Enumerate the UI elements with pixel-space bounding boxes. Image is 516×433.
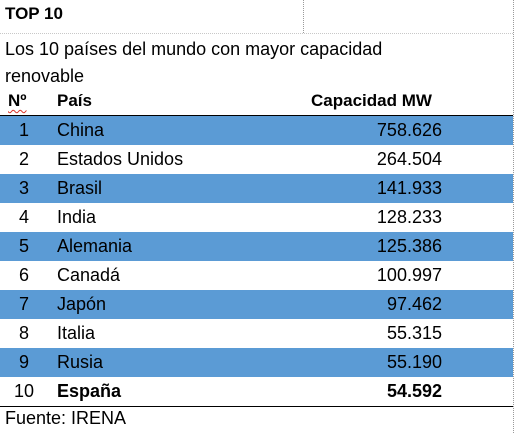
table-title: TOP 10 <box>5 4 63 23</box>
country-cell: Rusia <box>57 352 104 372</box>
capacity-cell: 54.592 <box>386 381 442 401</box>
capacity-cell: 97.462 <box>386 294 442 314</box>
table-row: 4 India 128.233 <box>0 203 513 232</box>
capacity-cell: 55.190 <box>386 352 442 372</box>
country-cell: Italia <box>57 323 96 343</box>
rank-cell: 7 <box>18 294 29 314</box>
rank-cell: 2 <box>18 149 29 169</box>
rank-cell: 5 <box>18 236 29 256</box>
rank-cell: 10 <box>13 381 35 401</box>
country-cell: China <box>57 120 105 140</box>
table-subtitle: Los 10 países del mundo con mayor capaci… <box>5 39 383 86</box>
source-note: Fuente: IRENA <box>5 408 127 428</box>
capacity-cell: 128.233 <box>376 207 442 227</box>
country-cell: Canadá <box>57 265 121 285</box>
country-cell: Estados Unidos <box>57 149 184 169</box>
country-cell: España <box>57 381 122 401</box>
table-row: 5 Alemania 125.386 <box>0 232 513 261</box>
rank-cell: 3 <box>18 178 29 198</box>
capacity-cell: 125.386 <box>376 236 442 256</box>
rank-cell: 4 <box>18 207 29 227</box>
capacity-cell: 141.933 <box>376 178 442 198</box>
table-row: 2 Estados Unidos 264.504 <box>0 145 513 174</box>
country-cell: Japón <box>57 294 107 314</box>
capacity-cell: 264.504 <box>376 149 442 169</box>
capacity-cell: 758.626 <box>376 120 442 140</box>
header-capacity: Capacidad MW <box>311 91 432 110</box>
header-country: País <box>57 91 92 110</box>
table-row: 1 China 758.626 <box>0 116 513 145</box>
table-row: 9 Rusia 55.190 <box>0 348 513 377</box>
table-row: 7 Japón 97.462 <box>0 290 513 319</box>
header-number: Nº <box>8 91 27 110</box>
capacity-cell: 100.997 <box>376 265 442 285</box>
capacity-cell: 55.315 <box>386 323 442 343</box>
country-cell: Alemania <box>57 236 133 256</box>
table-body: 1 China 758.626 2 Estados Unidos 264.504… <box>0 116 513 407</box>
table-row: 6 Canadá 100.997 <box>0 261 513 290</box>
table-row: 8 Italia 55.315 <box>0 319 513 348</box>
column-guide <box>303 0 304 33</box>
table-row-highlight: 10 España 54.592 <box>0 377 513 407</box>
table-header: Nº País Capacidad MW <box>0 86 513 116</box>
rank-cell: 6 <box>18 265 29 285</box>
rank-cell: 9 <box>18 352 29 372</box>
country-cell: Brasil <box>57 178 103 198</box>
rank-cell: 8 <box>18 323 29 343</box>
table-row: 3 Brasil 141.933 <box>0 174 513 203</box>
row-guide <box>0 33 513 34</box>
rank-cell: 1 <box>18 120 29 140</box>
country-cell: India <box>57 207 97 227</box>
column-guide <box>513 0 514 433</box>
